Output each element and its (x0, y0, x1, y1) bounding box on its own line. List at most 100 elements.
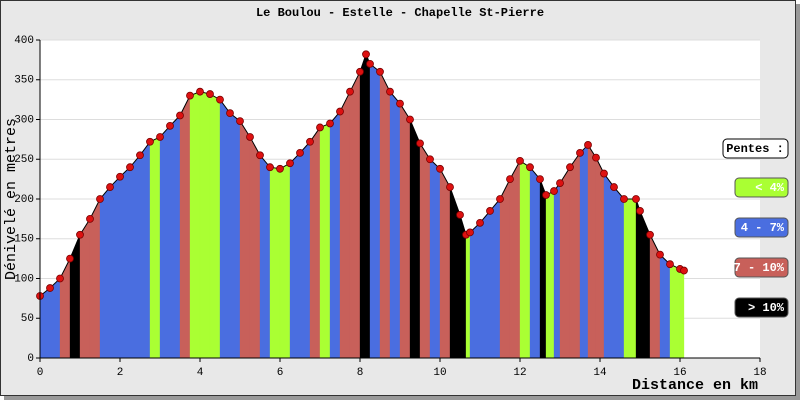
slope-segment (623, 198, 637, 359)
slope-segment (359, 54, 367, 359)
slope-segment (399, 103, 411, 359)
profile-point (306, 137, 314, 146)
y-tick-label: 50 (21, 313, 34, 325)
profile-point (96, 195, 104, 203)
profile-point (516, 156, 524, 165)
slope-segment (199, 91, 211, 359)
x-tick-label: 18 (753, 367, 766, 379)
slope-segment (613, 186, 625, 359)
profile-point (186, 91, 194, 100)
slope-segment (635, 198, 641, 359)
slope-segment (659, 254, 671, 359)
slope-segment (409, 119, 421, 359)
slope-segment (569, 152, 581, 359)
slope-segment (539, 179, 547, 359)
slope-segment (603, 173, 615, 359)
slope-segment (489, 198, 501, 359)
slope-segment (379, 71, 391, 359)
profile-point (46, 284, 54, 292)
profile-point (116, 172, 124, 181)
profile-point (366, 59, 374, 68)
slope-segment (229, 112, 241, 359)
slope-segment (109, 176, 121, 359)
profile-point (636, 207, 644, 215)
slope-segment (219, 99, 231, 359)
profile-point (376, 67, 384, 76)
profile-point (466, 228, 474, 237)
profile-point (600, 169, 608, 178)
profile-point (446, 183, 454, 191)
slope-segment (469, 222, 481, 359)
x-tick-label: 6 (277, 367, 284, 379)
profile-point (176, 111, 184, 120)
slope-segment (389, 91, 401, 359)
x-tick-label: 2 (117, 367, 124, 379)
profile-point (496, 195, 504, 203)
slope-segment (429, 158, 441, 359)
x-tick-label: 4 (197, 367, 204, 379)
profile-point (66, 254, 74, 263)
y-axis-label: Dénivelé en metres (3, 118, 20, 280)
x-tick-label: 16 (673, 367, 686, 379)
profile-point (542, 191, 550, 199)
profile-point (296, 148, 304, 157)
slope-segment (679, 268, 685, 359)
y-tick-label: 350 (14, 75, 34, 87)
profile-point (556, 179, 564, 188)
slope-segment (669, 263, 681, 359)
slope-segment (553, 182, 561, 359)
profile-point (566, 163, 574, 172)
profile-point (526, 163, 534, 172)
profile-point (336, 107, 344, 116)
profile-point (106, 183, 114, 191)
legend-label: 4 - 7% (741, 221, 785, 235)
slope-segment (189, 91, 201, 359)
slope-segment (259, 154, 271, 359)
profile-point (256, 151, 264, 160)
y-tick-label: 100 (14, 273, 34, 285)
profile-point (456, 210, 464, 219)
slope-segment (239, 120, 251, 359)
x-tick-label: 12 (513, 367, 526, 379)
profile-point (536, 175, 544, 184)
slope-segment (149, 136, 161, 359)
profile-point (476, 218, 484, 227)
slope-segment (139, 141, 151, 359)
profile-point (326, 119, 334, 128)
slope-segment (369, 63, 381, 359)
slope-segment (465, 232, 471, 359)
profile-point (276, 164, 284, 173)
slope-segment (365, 54, 371, 359)
legend-label: 7 - 10% (734, 261, 785, 275)
legend-swatch (734, 217, 789, 238)
profile-point (266, 163, 274, 172)
slope-segment (279, 162, 291, 359)
x-tick-label: 0 (37, 367, 44, 379)
profile-point (166, 121, 174, 130)
slope-segment (269, 167, 281, 359)
y-tick-label: 250 (14, 154, 34, 166)
y-tick-label: 150 (14, 234, 34, 246)
profile-point (86, 214, 94, 223)
x-tick-label: 14 (593, 367, 607, 379)
profile-point (56, 274, 64, 283)
slope-segment (169, 115, 181, 359)
profile-point (666, 260, 674, 269)
slope-segment (289, 152, 301, 359)
y-tick-label: 200 (14, 194, 34, 206)
slope-segment (79, 218, 91, 359)
profile-point (620, 195, 628, 203)
slope-segment (559, 166, 571, 359)
legend-swatch (734, 297, 789, 318)
legend-title-box (722, 138, 789, 159)
profile-point (680, 266, 688, 275)
legend-swatch (734, 177, 789, 198)
slope-segment (479, 210, 491, 359)
slope-segment (519, 160, 531, 359)
shadow (796, 4, 800, 400)
x-tick-label: 10 (433, 367, 446, 379)
slope-segment (329, 111, 341, 359)
slope-segment (99, 186, 111, 359)
